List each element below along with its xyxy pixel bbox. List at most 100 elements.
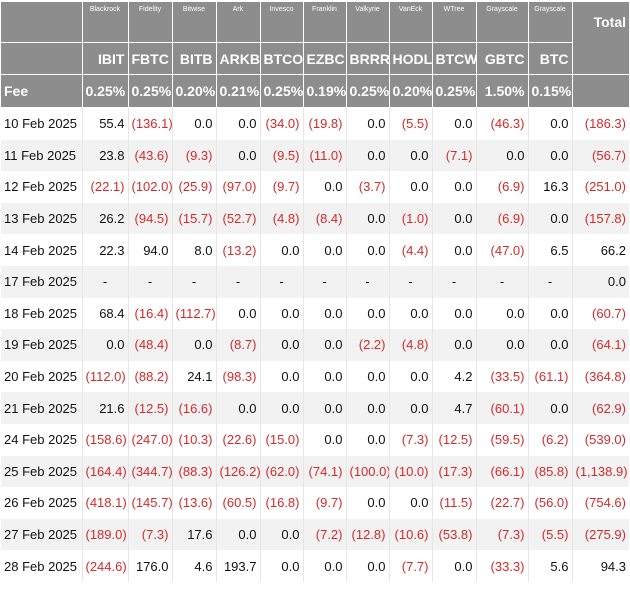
flow-cell: 0.0 [528,139,573,172]
total-cell: (275.9) [572,518,629,551]
table-body: 10 Feb 2025 55.4 (136.1) 0.0 0.0 (34.0) (19.8)… [1,107,629,582]
flow-cell: 0.0 [260,234,304,266]
flow-cell: (1.0) [389,202,433,235]
flow-cell: (136.1) [128,107,173,140]
ticker-name: FBTC [128,42,173,75]
flow-cell: (9.5) [260,139,304,172]
total-cell: (1,138.9) [572,455,629,488]
flow-cell: (22.1) [82,171,129,203]
fee-value: 0.20% [172,74,217,108]
flow-cell: (62.0) [260,455,304,488]
flow-cell: 0.0 [476,297,529,330]
flow-cell: (25.9) [172,171,217,203]
flow-cell: (88.3) [172,455,217,488]
flow-cell: (7.7) [389,550,433,582]
flow-cell: 0.0 [260,518,304,551]
ticker-name: BTCO [260,42,304,75]
date-cell: 12 Feb 2025 [1,171,83,203]
flow-cell: 68.4 [82,297,129,330]
flow-cell: 0.0 [303,234,347,266]
issuer-name: Grayscale [476,2,529,43]
flow-cell: 0.0 [346,297,390,330]
flow-cell: (112.7) [172,297,217,330]
flow-cell: 4.6 [172,550,217,582]
flow-cell: (2.2) [346,329,390,361]
flow-cell: (60.5) [216,487,261,519]
flow-cell: (10.6) [389,518,433,551]
flow-cell: 0.0 [303,171,347,203]
total-cell: 94.3 [600,558,626,574]
flow-cell: (247.0) [128,423,173,456]
total-cell: (754.6) [584,495,626,511]
fee-value: 0.25% [82,74,129,108]
fee-value [572,74,630,108]
flow-cell: (7.3) [389,423,433,456]
flow-cell: 0.0 [260,360,304,393]
total-cell: 0.0 [572,265,629,298]
flow-cell: 0.0 [303,392,347,424]
date-cell: 19 Feb 2025 [1,329,83,361]
data-row: 14 Feb 2025 22.3 94.0 8.0 (13.2) 0.0 0.0 0.0 (4.… [1,234,629,266]
flow-cell: 0.0 [389,360,433,393]
flow-cell: 0.0 [476,139,529,172]
corner-cell [1,2,83,43]
flow-cell: (98.3) [216,360,261,393]
flow-cell: 21.6 [82,392,129,424]
flow-cell: (8.7) [216,329,261,361]
fee-value: 0.25% [260,74,304,108]
issuer-name: Blackrock [82,2,129,43]
flow-cell: (61.1) [528,360,573,393]
flow-cell: - [128,265,173,298]
ticker-name: HODL [389,42,433,75]
flow-cell: 0.0 [528,202,573,235]
issuer-name: Grayscale [528,2,573,43]
issuer-name: Bitwise [172,2,217,43]
flow-cell: 5.6 [528,550,573,582]
flow-cell: 22.3 [82,234,129,266]
flow-cell: (66.1) [476,455,529,488]
flow-cell: 8.0 [172,234,217,266]
fee-value: 0.25% [128,74,173,108]
ticker-name: BTC [528,42,573,75]
data-row: 27 Feb 2025 (189.0) (7.3) 17.6 0.0 0.0 (7.2) (1… [1,518,629,551]
flow-cell: 0.0 [528,392,573,424]
ticker-name: EZBC [303,42,347,75]
total-cell: 66.2 [600,242,626,258]
flow-cell: (5.5) [389,107,433,140]
date-cell: 18 Feb 2025 [1,297,83,330]
flow-cell: 193.7 [216,550,261,582]
flow-cell: 0.0 [303,550,347,582]
flow-cell: - [216,265,261,298]
flow-cell: 55.4 [82,107,129,140]
flow-cell: 0.0 [260,550,304,582]
date-cell: 11 Feb 2025 [1,139,83,172]
flow-cell: 176.0 [128,550,173,582]
flow-cell: 0.0 [346,234,390,266]
flow-cell: (97.0) [216,171,261,203]
flow-cell: (47.0) [476,234,529,266]
flow-cell: (9.7) [303,487,347,519]
flow-cell: 0.0 [172,329,217,361]
data-row: 19 Feb 2025 0.0 (48.4) 0.0 (8.7) 0.0 0.0 (2.2)(… [1,329,629,361]
total-cell: (186.3) [584,116,626,132]
issuer-row: Blackrock Fidelity Bitwise Ark Invesco Frankl… [1,2,629,75]
flow-cell: 0.0 [346,139,390,172]
flow-cell: 0.0 [303,329,347,361]
table-header: Blackrock Fidelity Bitwise Ark Invesco Frankl… [1,2,630,108]
issuer-name: Valkyrie [346,2,390,43]
flow-cell: (15.0) [260,423,304,456]
flow-cell: (60.1) [476,392,529,424]
flow-cell: (10.0) [389,455,433,488]
flow-cell: (6.9) [476,171,529,203]
issuer-name: Invesco [260,2,304,43]
flow-cell: (88.2) [128,360,173,393]
flow-cell: 0.0 [216,139,261,172]
flow-cell: 0.0 [432,329,477,361]
flow-cell: (12.5) [128,392,173,424]
flow-cell: 0.0 [389,171,433,203]
date-cell: 21 Feb 2025 [1,392,83,424]
flow-cell: 0.0 [528,329,573,361]
flow-cell: (112.0) [82,360,129,393]
flow-cell: (10.3) [172,423,217,456]
